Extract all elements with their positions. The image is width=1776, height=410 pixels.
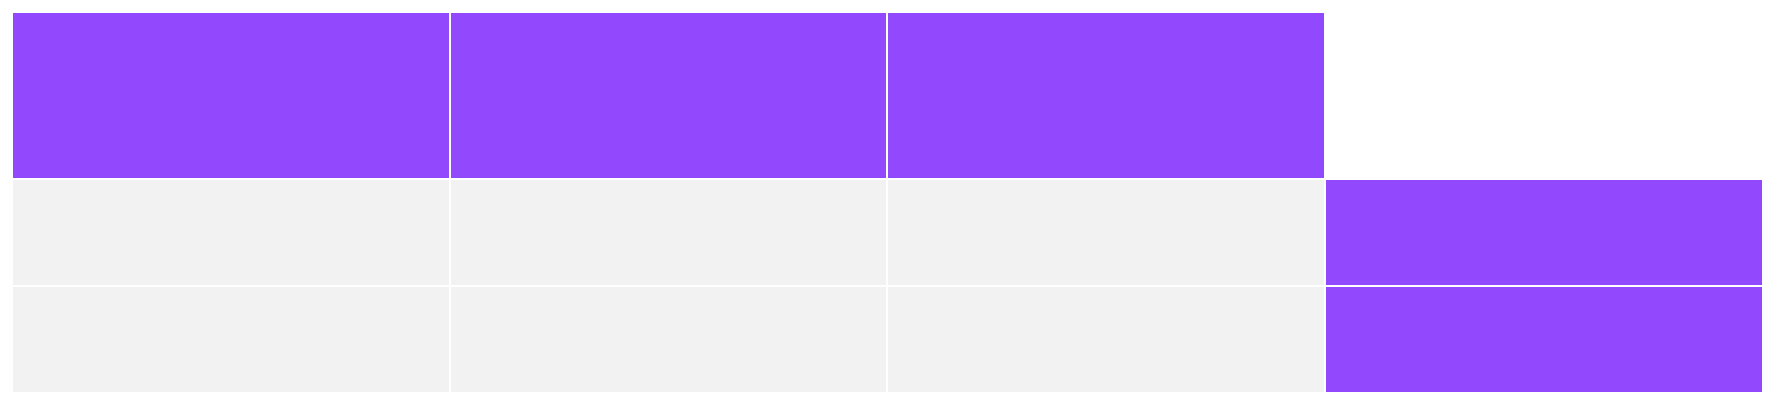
- header-cell-3: [888, 13, 1324, 178]
- row-2-cell-1: [13, 287, 449, 392]
- row-2-cell-4: [1326, 287, 1762, 392]
- header-cell-1: [13, 13, 449, 178]
- row-1-cell-4: [1326, 180, 1762, 285]
- header-cell-4: [1326, 13, 1762, 178]
- row-1-cell-2: [451, 180, 886, 285]
- row-2-cell-2: [451, 287, 886, 392]
- row-1-cell-3: [888, 180, 1324, 285]
- row-2-cell-3: [888, 287, 1324, 392]
- header-cell-2: [451, 13, 886, 178]
- row-1-cell-1: [13, 180, 449, 285]
